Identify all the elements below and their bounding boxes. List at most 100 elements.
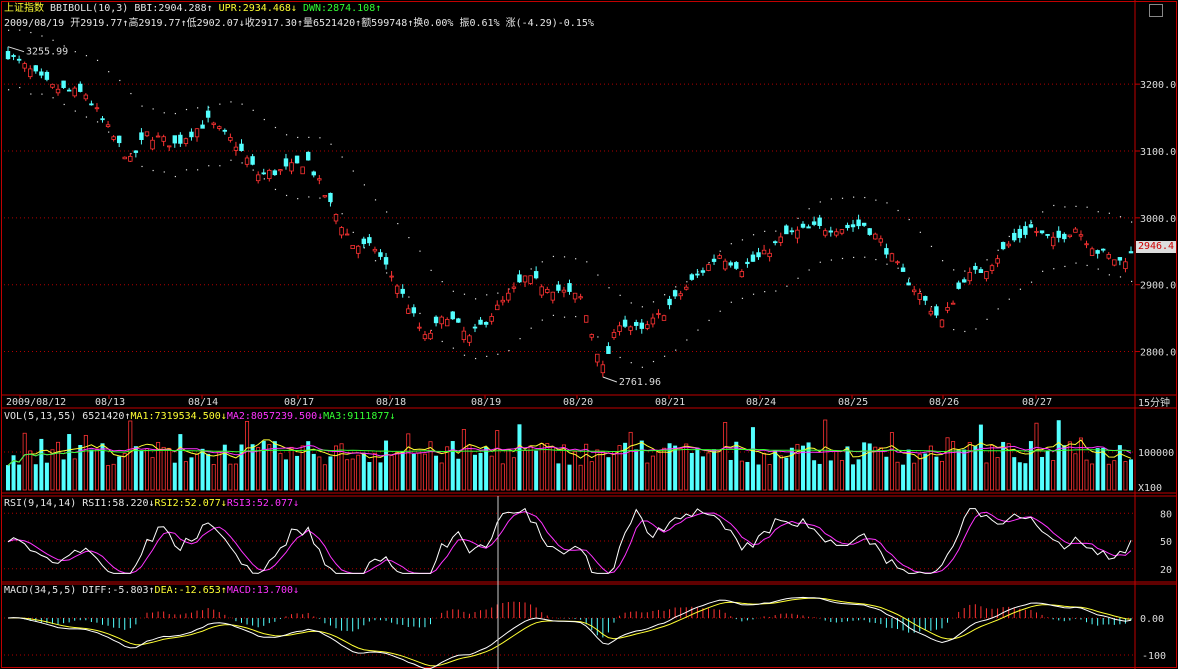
boll-upper-dot bbox=[652, 301, 655, 303]
volume-bar-up bbox=[1034, 422, 1039, 491]
volume-bar-up bbox=[895, 461, 900, 491]
candle-up bbox=[661, 315, 667, 321]
volume-bar-down bbox=[1129, 459, 1134, 491]
volume-bar-up bbox=[300, 445, 305, 491]
boll-lower-dot bbox=[1131, 280, 1133, 283]
candle-up bbox=[255, 174, 261, 182]
volume-bar-up bbox=[584, 443, 589, 491]
candle-down bbox=[433, 316, 439, 324]
candle-down bbox=[378, 252, 383, 257]
boll-lower-dot bbox=[141, 165, 143, 168]
boll-lower-dot bbox=[1008, 298, 1010, 300]
volume-bar-up bbox=[873, 446, 878, 491]
bbi-value: BBI:2904.288 bbox=[134, 3, 207, 14]
volume-bar-up bbox=[889, 432, 894, 491]
volume-bar-down bbox=[812, 460, 817, 491]
candle-down bbox=[222, 129, 228, 132]
volume-bar-up bbox=[1073, 453, 1078, 491]
rsi1-line bbox=[7, 507, 1132, 574]
volume-bar-down bbox=[411, 453, 416, 491]
volume-bar-down bbox=[295, 455, 300, 491]
volume-bar-down bbox=[361, 452, 366, 491]
volume-bar-down bbox=[100, 443, 105, 491]
volume-bar-down bbox=[283, 459, 288, 491]
volume-bar-up bbox=[778, 455, 783, 491]
boll-upper-dot bbox=[764, 230, 766, 232]
candle-down bbox=[1000, 242, 1006, 250]
boll-upper-dot bbox=[719, 250, 721, 252]
boll-lower-dot bbox=[552, 314, 555, 316]
volume-bar-down bbox=[773, 450, 778, 491]
candle-down bbox=[472, 326, 478, 329]
macd-tick-label: 0.00 bbox=[1140, 614, 1164, 625]
volume-bar-up bbox=[678, 448, 683, 491]
volume-bar-up bbox=[428, 441, 433, 491]
candle-down bbox=[867, 228, 872, 235]
candle-up bbox=[1073, 228, 1078, 233]
volume-bar-up bbox=[467, 444, 472, 491]
macd-tick-label: -100 bbox=[1142, 651, 1166, 662]
candle-down bbox=[89, 103, 94, 106]
candle-down bbox=[1023, 226, 1028, 235]
boll-upper-dot bbox=[941, 260, 944, 262]
candle-down bbox=[639, 322, 644, 329]
dea-value: DEA:-12.653 bbox=[154, 585, 221, 596]
candle-up bbox=[122, 156, 127, 160]
volume-bar-down bbox=[556, 463, 561, 491]
candle-down bbox=[1062, 233, 1067, 240]
boll-lower-dot bbox=[386, 272, 388, 274]
boll-upper-dot bbox=[430, 269, 432, 271]
volume-bar-down bbox=[206, 453, 211, 491]
candle-up bbox=[278, 169, 283, 172]
candle-down bbox=[634, 322, 639, 326]
volume-bar-down bbox=[1101, 447, 1106, 491]
boll-lower-dot bbox=[908, 277, 910, 279]
candle-up bbox=[1006, 243, 1011, 247]
boll-lower-dot bbox=[930, 306, 933, 308]
boll-upper-dot bbox=[830, 198, 832, 200]
candle-up bbox=[595, 353, 600, 363]
volume-bar-up bbox=[372, 452, 377, 491]
boll-lower-dot bbox=[519, 338, 521, 340]
volume-bar-up bbox=[1090, 463, 1095, 491]
volume-bar-up bbox=[422, 453, 427, 491]
boll-upper-dot bbox=[486, 294, 488, 296]
candle-up bbox=[300, 166, 305, 175]
candle-up bbox=[356, 245, 361, 254]
volume-bar-up bbox=[156, 441, 161, 491]
boll-upper-dot bbox=[1075, 205, 1077, 207]
boll-upper-dot bbox=[152, 108, 154, 110]
volume-bar-down bbox=[117, 456, 122, 491]
boll-upper-dot bbox=[1086, 206, 1088, 208]
boll-lower-dot bbox=[74, 110, 76, 112]
candle-up bbox=[228, 137, 233, 141]
candle-down bbox=[973, 266, 978, 270]
boll-upper-dot bbox=[664, 294, 666, 296]
volume-bar-down bbox=[1001, 441, 1006, 491]
boll-upper-dot bbox=[741, 239, 744, 241]
volume-bar-up bbox=[406, 433, 411, 491]
boll-lower-dot bbox=[964, 330, 966, 333]
candle-up bbox=[333, 214, 339, 222]
window-restore-icon[interactable] bbox=[1149, 4, 1163, 17]
volume-bar-up bbox=[834, 450, 839, 491]
volume-bar-down bbox=[6, 465, 11, 491]
boll-lower-dot bbox=[308, 196, 310, 198]
quote-amplitude: 振0.61% bbox=[459, 18, 500, 29]
volume-bar-up bbox=[995, 457, 1000, 491]
boll-lower-dot bbox=[563, 316, 566, 318]
boll-upper-dot bbox=[163, 112, 165, 114]
boll-lower-dot bbox=[686, 339, 688, 341]
volume-bar-up bbox=[650, 455, 655, 491]
boll-upper-dot bbox=[630, 302, 632, 304]
boll-upper-dot bbox=[330, 143, 332, 145]
boll-upper-dot bbox=[864, 196, 866, 199]
boll-upper-dot bbox=[841, 197, 844, 199]
boll-lower-dot bbox=[30, 93, 32, 95]
volume-bar-down bbox=[789, 447, 794, 491]
rsi2-line bbox=[7, 511, 1132, 574]
candle-down bbox=[817, 217, 822, 226]
volume-bar-up bbox=[439, 462, 444, 491]
boll-lower-dot bbox=[486, 355, 488, 357]
